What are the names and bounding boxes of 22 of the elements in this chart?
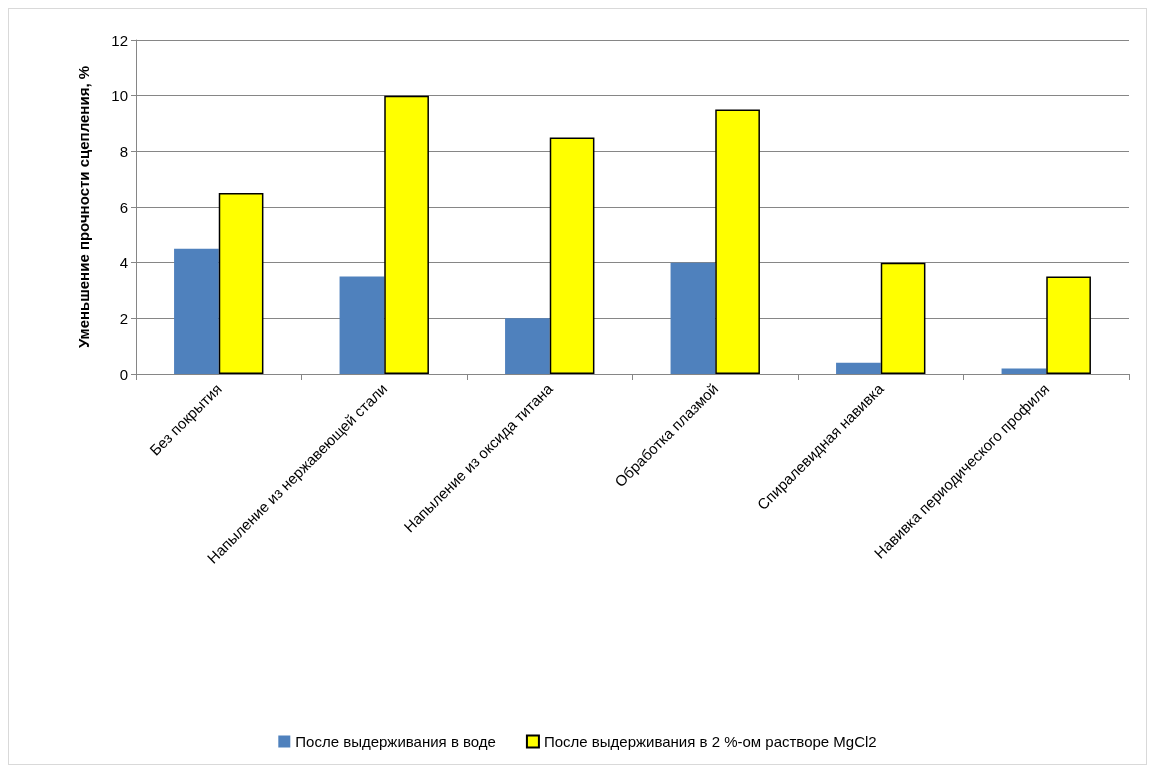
bar: [880, 262, 926, 374]
y-tick-label: 0: [119, 365, 128, 383]
y-axis-title: Уменьшение прочности сцепления, %: [75, 65, 92, 349]
y-tick-label: 2: [119, 309, 128, 327]
y-tick-label: 8: [119, 142, 128, 160]
bar: [549, 137, 595, 374]
bar: [836, 362, 881, 374]
y-tick-label: 4: [119, 254, 128, 272]
bar: [1001, 368, 1047, 374]
legend-label: После выдерживания в воде: [295, 733, 496, 750]
bar: [174, 248, 219, 374]
legend-label: После выдерживания в 2 %-ом растворе MgCl2: [543, 733, 877, 750]
y-tick-label: 6: [119, 198, 128, 216]
bar: [670, 262, 716, 374]
bar: [1046, 276, 1091, 374]
bar: [384, 95, 429, 374]
bar: [505, 318, 550, 374]
bar: [339, 276, 385, 374]
y-tick-label: 12: [111, 31, 128, 49]
y-tick-label: 10: [111, 87, 128, 105]
bar: [218, 193, 264, 374]
bar: [715, 109, 760, 374]
